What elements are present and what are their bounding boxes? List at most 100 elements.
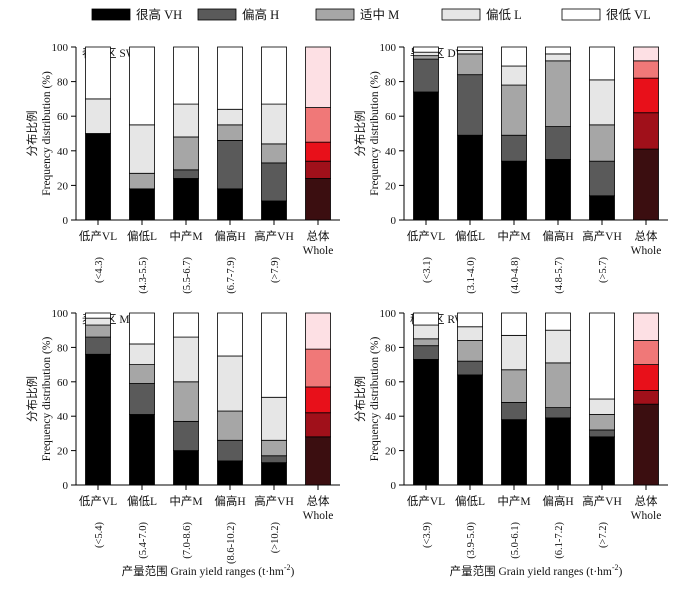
bar-segment — [545, 312, 571, 331]
y-tick-label: 0 — [63, 215, 69, 227]
y-tick-label: 100 — [52, 308, 69, 320]
bar-segment — [633, 340, 659, 365]
category-label: 低产VL — [79, 229, 117, 243]
bar-segment — [413, 359, 439, 486]
category-label: 总体 — [307, 494, 330, 508]
legend-swatch — [197, 8, 237, 21]
y-tick-label: 40 — [385, 411, 397, 423]
legend-swatch — [315, 8, 355, 21]
bar-segment — [173, 450, 199, 486]
category-label: 高产VH — [582, 494, 622, 508]
y-tick-label: 40 — [57, 411, 69, 423]
bar-segment — [457, 53, 483, 76]
bar-segment — [545, 60, 571, 127]
bar-segment — [261, 103, 287, 145]
bar-segment — [457, 340, 483, 362]
y-tick-label: 80 — [385, 342, 397, 354]
bar-segment — [173, 136, 199, 171]
legend-item: 偏高 H — [197, 7, 279, 22]
bar-segment — [217, 410, 243, 441]
bar-segment — [217, 355, 243, 412]
range-label: (8.6-10.2) — [226, 522, 237, 564]
bar-segment — [85, 353, 111, 486]
range-label: (>5.7) — [598, 257, 609, 284]
bar-segment — [173, 312, 199, 338]
bar-segment — [413, 91, 439, 221]
bar-segment — [589, 124, 615, 162]
bar-segment — [545, 407, 571, 419]
bar-segment — [545, 126, 571, 160]
bar-segment — [129, 124, 155, 174]
bar-segment — [129, 414, 155, 486]
category-label: 低产VL — [79, 494, 117, 508]
bar-segment — [457, 360, 483, 376]
y-axis-label-en: Frequency distribution (%) — [41, 337, 53, 462]
bar-segment — [305, 160, 331, 179]
axis-titles: 产量范围 Grain yield ranges (t·hm-2) 产量范围 Gra… — [122, 563, 623, 578]
y-tick-label: 100 — [380, 42, 397, 54]
y-tick-label: 20 — [385, 446, 397, 458]
bar-segment — [501, 369, 527, 403]
bar-segment — [589, 46, 615, 81]
bar-segment — [173, 336, 199, 383]
bar-segment — [545, 362, 571, 409]
bar-segment — [633, 403, 659, 486]
y-tick-label: 100 — [380, 308, 397, 320]
legend-label: 偏低 L — [486, 7, 522, 22]
bar-segment — [261, 462, 287, 486]
category-label: 总体 — [635, 494, 658, 508]
category-label: 中产M — [497, 229, 530, 243]
bar-segment — [173, 169, 199, 179]
bar-segment — [501, 134, 527, 162]
bar-segment — [501, 419, 527, 486]
bar-segment — [305, 412, 331, 438]
bar-segment — [129, 172, 155, 190]
range-label: (4.3-5.5) — [138, 257, 149, 294]
bar-segment — [501, 334, 527, 371]
legend-label: 偏高 H — [242, 7, 279, 22]
category-sublabel: Whole — [631, 510, 662, 522]
legend: 很高 VH 偏高 H 适中 M 偏低 L 很低 VL — [91, 7, 651, 22]
category-label: 偏低L — [455, 229, 485, 243]
chart-panel: 020406080100稻麦区 RW低产VL(<3.9)偏低L(3.9-5.0)… — [353, 308, 668, 559]
bar-segment — [413, 312, 439, 326]
legend-item: 很高 VH — [91, 7, 182, 22]
bar-segment — [85, 336, 111, 355]
range-label: (4.8-5.7) — [554, 257, 565, 294]
bar-segment — [457, 74, 483, 136]
bar-segment — [633, 148, 659, 221]
range-label: (5.5-6.7) — [182, 257, 193, 294]
range-label: (<3.1) — [422, 257, 433, 284]
y-tick-label: 80 — [57, 342, 69, 354]
bar-segment — [305, 107, 331, 143]
y-axis-label-cn: 分布比例 — [353, 111, 367, 157]
bar-segment — [173, 103, 199, 138]
legend-label: 很高 VH — [136, 7, 182, 22]
bar-segment — [261, 200, 287, 221]
category-label: 高产VH — [582, 229, 622, 243]
bar-segment — [589, 312, 615, 400]
bar-segment — [85, 312, 111, 319]
range-label: (5.0-6.1) — [510, 522, 521, 559]
x-axis-label: 产量范围 Grain yield ranges (t·hm-2) — [450, 563, 623, 578]
range-label: (>7.9) — [270, 257, 281, 284]
bar-segment — [217, 312, 243, 357]
bar-segment — [589, 160, 615, 197]
bar-segment — [413, 58, 439, 93]
range-label: (<5.4) — [94, 522, 105, 549]
y-tick-label: 20 — [57, 446, 69, 458]
bar-segment — [589, 429, 615, 438]
legend-item: 很低 VL — [561, 8, 651, 22]
category-label: 中产M — [497, 494, 530, 508]
y-tick-label: 0 — [391, 215, 397, 227]
y-tick-label: 60 — [57, 111, 69, 123]
bar-segment — [85, 324, 111, 338]
category-label: 偏低L — [455, 494, 485, 508]
bar-segment — [261, 162, 287, 202]
bar-segment — [217, 124, 243, 141]
category-label: 偏高H — [214, 229, 245, 243]
bar-segment — [457, 374, 483, 486]
bar-segment — [129, 343, 155, 365]
range-label: (3.9-5.0) — [466, 522, 477, 559]
